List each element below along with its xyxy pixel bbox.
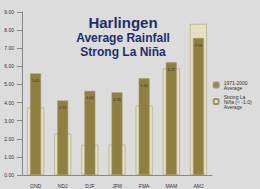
svg-text:5.00: 5.00 [4,81,14,87]
svg-text:7.56: 7.56 [195,43,204,48]
svg-text:4.00: 4.00 [4,100,14,106]
svg-text:4.56: 4.56 [113,97,122,102]
svg-text:Average: Average [224,85,243,91]
svg-text:Average: Average [224,104,243,110]
svg-text:1971-2000: 1971-2000 [223,79,249,86]
svg-text:Strong La: Strong La [223,93,247,100]
svg-text:MAM: MAM [165,183,177,189]
svg-text:8.00: 8.00 [4,27,14,33]
svg-text:5.61: 5.61 [32,78,41,83]
svg-text:7.00: 7.00 [4,45,14,51]
svg-text:1.00: 1.00 [4,154,14,160]
svg-text:Strong La Niña: Strong La Niña [80,45,166,59]
svg-text:NDJ: NDJ [58,183,68,189]
svg-text:JFM: JFM [112,183,122,189]
svg-text:5.34: 5.34 [140,83,149,88]
svg-text:Harlingen: Harlingen [88,14,157,31]
svg-text:4.11: 4.11 [59,105,67,110]
svg-text:0.00: 0.00 [4,172,14,178]
svg-text:9.00: 9.00 [4,9,14,15]
svg-text:DJF: DJF [85,183,94,189]
svg-text:4.64: 4.64 [86,95,95,100]
svg-text:AMJ: AMJ [193,183,204,189]
svg-text:FMA: FMA [139,183,150,189]
svg-text:2.00: 2.00 [4,136,14,142]
svg-text:3.00: 3.00 [4,118,14,124]
svg-text:6.22: 6.22 [167,67,176,72]
svg-text:Niña (< -1.0): Niña (< -1.0) [223,98,253,105]
svg-text:6.00: 6.00 [4,63,14,69]
svg-text:OND: OND [30,183,42,189]
svg-text:Average Rainfall: Average Rainfall [76,31,170,45]
